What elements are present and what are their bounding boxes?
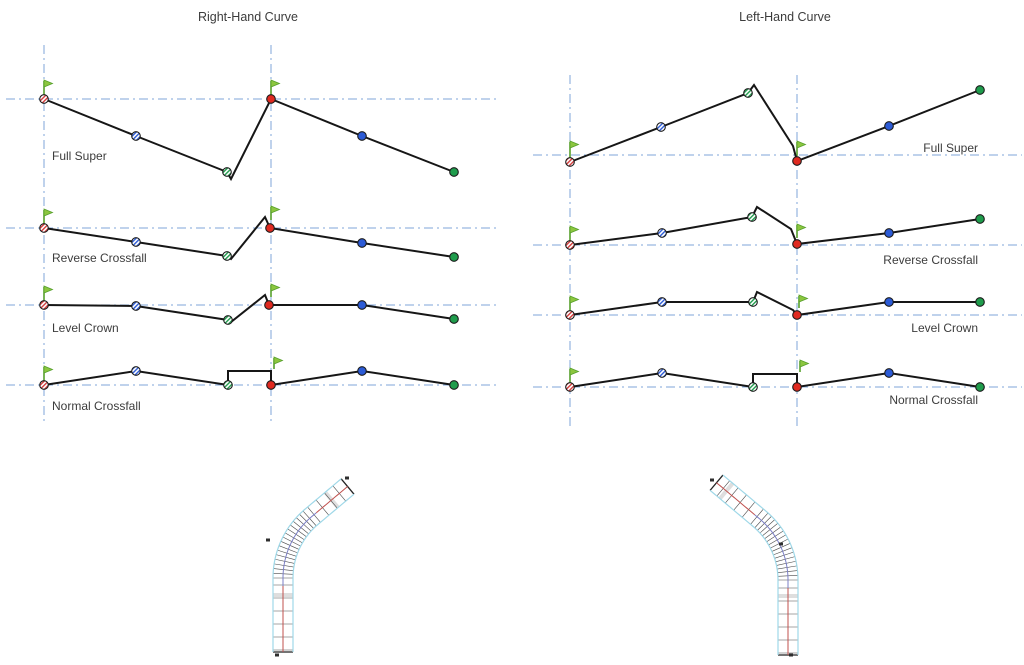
row-label-full-super-left: Full Super <box>52 149 107 163</box>
lane-marker-blue-icon <box>884 297 894 307</box>
lane-marker-blue-icon <box>884 368 894 378</box>
lane-marker-blue-icon <box>884 228 894 238</box>
row-label-reverse-crossfall-right: Reverse Crossfall <box>883 253 978 267</box>
edge-marker-green-icon <box>449 380 459 390</box>
crown-marker-green-hatch-icon <box>222 251 232 261</box>
edge-marker-green-icon <box>449 252 459 262</box>
panel-title-right-hand-curve: Right-Hand Curve <box>198 10 298 24</box>
crown-marker-green-hatch-icon <box>223 380 233 390</box>
row-label-level-crown-left: Level Crown <box>52 321 119 335</box>
edge-marker-green-icon <box>975 85 985 95</box>
plan-station-mark <box>779 542 783 546</box>
plan-centerline-curve <box>282 512 317 586</box>
plan-station-mark <box>345 476 349 480</box>
station-flag-icon <box>569 140 580 158</box>
row-label-level-crown-right: Level Crown <box>911 321 978 335</box>
centerline-marker-red-icon <box>792 156 802 166</box>
lane-marker-blue-hatch-icon <box>131 131 141 141</box>
station-flag-icon <box>270 205 281 220</box>
station-flag-icon <box>799 359 810 372</box>
cross-section-polyline <box>43 215 455 261</box>
station-flag-icon <box>796 140 807 156</box>
crown-marker-green-hatch-icon <box>222 167 232 177</box>
cross-section-polyline <box>43 97 455 182</box>
plan-station-mark <box>710 478 714 482</box>
lane-marker-blue-hatch-icon <box>657 228 667 238</box>
cross-section-polyline <box>569 371 981 389</box>
plan-corridor-edge <box>709 489 779 655</box>
edge-marker-red-hatch-icon <box>39 300 49 310</box>
centerline-marker-red-icon <box>265 223 275 233</box>
lane-marker-blue-icon <box>357 300 367 310</box>
lane-marker-blue-hatch-icon <box>131 366 141 376</box>
edge-marker-red-hatch-icon <box>39 223 49 233</box>
edge-marker-green-icon <box>975 297 985 307</box>
centerline-marker-red-icon <box>792 310 802 320</box>
crown-marker-green-hatch-icon <box>747 212 757 222</box>
right-hand-curve-plan <box>266 476 355 657</box>
lane-marker-blue-icon <box>357 366 367 376</box>
lane-marker-blue-icon <box>357 238 367 248</box>
edge-marker-green-icon <box>449 167 459 177</box>
cross-section-polyline <box>43 369 455 387</box>
crown-marker-green-hatch-icon <box>743 88 753 98</box>
panel-title-left-hand-curve: Left-Hand Curve <box>739 10 831 24</box>
centerline-marker-red-icon <box>266 94 276 104</box>
cross-section-polyline <box>569 290 980 317</box>
crown-marker-green-hatch-icon <box>223 315 233 325</box>
lane-marker-blue-hatch-icon <box>656 122 666 132</box>
plan-station-mark <box>266 538 270 542</box>
lane-marker-blue-hatch-icon <box>657 368 667 378</box>
plan-view-layer <box>266 474 799 657</box>
lane-marker-blue-hatch-icon <box>657 297 667 307</box>
centerline-marker-red-icon <box>264 300 274 310</box>
edge-marker-red-hatch-icon <box>39 380 49 390</box>
plan-centerline-tangent <box>716 482 756 516</box>
cross-section-polyline <box>569 83 981 163</box>
row-label-reverse-crossfall-left: Reverse Crossfall <box>52 251 147 265</box>
edge-marker-green-icon <box>975 214 985 224</box>
edge-marker-green-icon <box>975 382 985 392</box>
plan-corridor-edge <box>272 478 342 652</box>
plan-corridor-edge <box>722 474 799 655</box>
row-label-normal-crossfall-left: Normal Crossfall <box>52 399 141 413</box>
centerline-marker-red-icon <box>266 380 276 390</box>
edge-marker-red-hatch-icon <box>565 157 575 167</box>
centerline-marker-red-icon <box>792 239 802 249</box>
plan-station-mark <box>789 653 793 657</box>
plan-corridor-edge <box>292 493 355 652</box>
crown-marker-green-hatch-icon <box>748 382 758 392</box>
cross-section-polyline <box>43 293 455 324</box>
station-flag-icon <box>273 356 284 369</box>
station-flag-icon <box>796 223 807 238</box>
edge-marker-red-hatch-icon <box>39 94 49 104</box>
lane-marker-blue-icon <box>357 131 367 141</box>
station-flag-icon <box>270 283 281 297</box>
lane-marker-blue-icon <box>884 121 894 131</box>
edge-marker-red-hatch-icon <box>565 382 575 392</box>
edge-marker-red-hatch-icon <box>565 310 575 320</box>
row-label-normal-crossfall-right: Normal Crossfall <box>889 393 978 407</box>
station-flag-icon <box>798 294 809 308</box>
cross-section-layer <box>39 79 985 392</box>
plan-centerline-tangent <box>315 486 348 514</box>
row-label-full-super-right: Full Super <box>923 141 978 155</box>
reference-grid-layer <box>6 45 1022 428</box>
plan-centerline-curve <box>754 514 789 588</box>
left-hand-curve-plan <box>709 474 799 657</box>
edge-marker-red-hatch-icon <box>565 240 575 250</box>
crown-marker-green-hatch-icon <box>748 297 758 307</box>
plan-station-mark <box>275 653 279 657</box>
lane-marker-blue-hatch-icon <box>131 301 141 311</box>
lane-marker-blue-hatch-icon <box>131 237 141 247</box>
edge-marker-green-icon <box>449 314 459 324</box>
centerline-marker-red-icon <box>792 382 802 392</box>
cross-section-polyline <box>569 205 981 246</box>
